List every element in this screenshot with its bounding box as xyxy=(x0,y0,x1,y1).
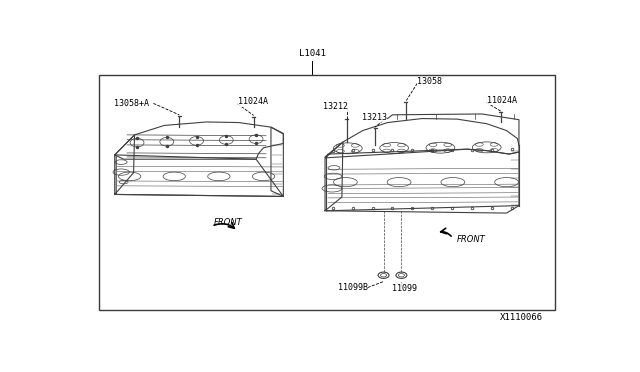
Text: FRONT: FRONT xyxy=(214,218,243,227)
Text: 13058+A: 13058+A xyxy=(114,99,148,108)
Text: 13058: 13058 xyxy=(417,77,442,86)
Text: 11024A: 11024A xyxy=(486,96,516,105)
Text: 13212: 13212 xyxy=(323,102,348,111)
Bar xyxy=(99,75,555,310)
Text: L1041: L1041 xyxy=(299,48,326,58)
Text: 11099: 11099 xyxy=(392,284,417,293)
Text: 13213: 13213 xyxy=(362,113,387,122)
Text: X1110066: X1110066 xyxy=(500,314,543,323)
Text: 11099B: 11099B xyxy=(338,283,368,292)
Text: FRONT: FRONT xyxy=(457,235,486,244)
Text: 11024A: 11024A xyxy=(237,97,268,106)
